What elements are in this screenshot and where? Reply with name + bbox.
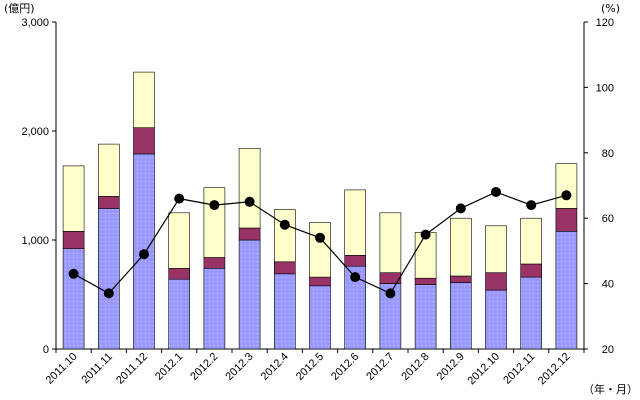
rate-point-2012.11 (526, 200, 537, 211)
bar-segment-2-2012.12 (555, 208, 578, 232)
rate-point-2012.4 (279, 219, 290, 230)
rate-line-layer (68, 187, 572, 299)
x-axis: 2011.10 2011.11 2011.12 2012.1 2012.2 2012.3 2… (44, 349, 585, 388)
left-axis: 0 1,000 2,000 3,000 (21, 17, 56, 356)
right-tick-label: 20 (602, 344, 614, 356)
bar-segment-1-2012.8 (414, 284, 437, 350)
rate-point-2012.2 (209, 200, 220, 211)
bar-segment-2-2012.3 (238, 227, 261, 241)
bar-segment-3-2012.5 (309, 222, 331, 278)
x-tick-label: 2012.9 (435, 351, 467, 383)
bar-segment-2-2012.5 (309, 276, 331, 287)
bar-segment-2-2012.8 (414, 277, 437, 285)
bar-segment-2-2012.6 (344, 255, 367, 267)
bar-segment-1-2012.2 (203, 267, 226, 350)
rate-point-2012.8 (420, 229, 431, 240)
bar-segment-2-2012.2 (203, 257, 226, 269)
bar-segment-2-2012.9 (449, 275, 472, 283)
right-tick-label: 100 (596, 82, 614, 94)
x-tick-label: 2012.4 (259, 351, 291, 383)
bar-segment-1-2012.5 (309, 285, 331, 350)
x-tick-label: 2012.11 (501, 351, 537, 387)
bar-segment-3-2012.1 (168, 212, 190, 269)
x-tick-label: 2011.11 (79, 351, 114, 386)
bar-segment-2-2012.4 (273, 261, 296, 275)
rate-point-2012.1 (174, 193, 185, 204)
left-tick-label: 2,000 (21, 126, 49, 138)
bar-segment-1-2012.12 (555, 231, 578, 350)
bar-segment-3-2011.11 (98, 143, 120, 197)
rate-point-2012.12 (561, 190, 572, 201)
rate-point-2012.3 (244, 196, 255, 207)
left-tick-label: 3,000 (21, 17, 49, 29)
bar-segment-2-2011.12 (133, 127, 155, 155)
rate-point-2011.12 (139, 249, 149, 260)
x-tick-label: 2012.12 (536, 351, 573, 388)
bar-segment-1-2012.9 (449, 282, 472, 350)
x-tick-label: 2012.10 (466, 351, 503, 388)
bar-segment-2-2011.11 (98, 196, 120, 209)
right-tick-label: 120 (596, 17, 614, 29)
left-tick-label: 0 (43, 344, 49, 356)
left-tick-label: 1,000 (21, 235, 49, 247)
x-tick-label: 2011.10 (44, 351, 80, 387)
bar-segment-3-2012.7 (379, 212, 402, 274)
x-tick-label: 2012.3 (223, 351, 255, 383)
rate-point-2011.10 (68, 268, 79, 279)
rate-point-2012.7 (385, 288, 396, 299)
bar-segment-1-2012.11 (520, 276, 543, 350)
bar-segment-3-2012.12 (555, 163, 578, 209)
rate-point-2011.11 (103, 288, 114, 299)
bar-segment-1-2012.3 (238, 239, 261, 350)
bar-segment-3-2012.9 (449, 217, 472, 277)
rate-point-2012.5 (315, 232, 325, 243)
bar-segment-3-2011.10 (62, 165, 85, 232)
right-tick-label: 80 (602, 148, 614, 160)
bar-segment-2-2012.11 (520, 263, 543, 278)
x-tick-label: 2012.2 (188, 351, 220, 383)
x-tick-label: 2012.6 (329, 351, 361, 383)
right-tick-label: 60 (602, 213, 614, 225)
rate-point-2012.10 (491, 187, 501, 197)
left-axis-unit: (億円) (4, 2, 35, 15)
x-tick-label: 2012.7 (364, 351, 396, 383)
bar-segment-1-2012.4 (273, 273, 296, 350)
bar-segment-2-2011.10 (62, 231, 85, 250)
bars (62, 71, 578, 350)
bar-segment-1-2011.10 (62, 248, 85, 350)
x-tick-label: 2012.5 (294, 351, 326, 383)
bar-segment-3-2012.3 (238, 148, 261, 229)
bar-segment-3-2011.12 (133, 71, 155, 128)
bar-segment-3-2012.10 (485, 225, 507, 274)
bar-segment-3-2012.4 (273, 209, 296, 263)
bar-segment-3-2012.6 (344, 189, 367, 256)
bar-segment-3-2012.11 (520, 217, 543, 265)
rate-point-2012.6 (350, 272, 361, 283)
x-axis-unit: （年・月） (583, 382, 638, 396)
x-tick-label: 2012.8 (399, 351, 431, 383)
bar-segment-2-2012.10 (485, 272, 507, 291)
x-tick-label: 2012.1 (153, 351, 185, 383)
right-tick-label: 40 (602, 279, 614, 291)
bar-segment-1-2012.1 (168, 278, 190, 350)
bar-segment-1-2012.10 (485, 289, 507, 350)
bar-segment-2-2012.1 (168, 267, 190, 280)
bar-segment-3-2012.2 (203, 187, 226, 258)
rate-point-2012.9 (455, 203, 466, 214)
right-axis: 20 40 60 80 100 120 (584, 17, 614, 356)
x-tick-label: 2011.12 (114, 351, 150, 387)
right-axis-unit: (%) (601, 2, 620, 15)
bar-segment-1-2011.11 (98, 208, 120, 350)
